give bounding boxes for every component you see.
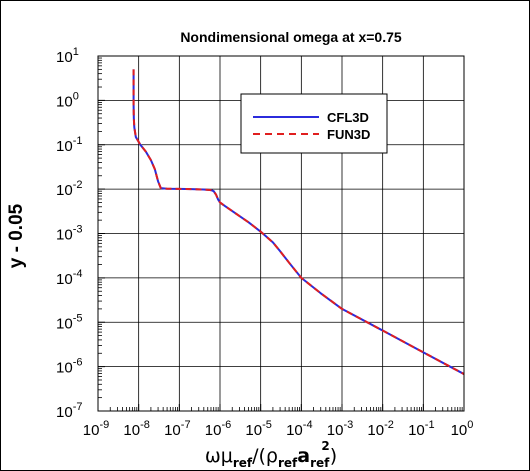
y-tick-exp: 1 xyxy=(73,46,79,58)
x-axis-label: ωμref/(ρrefaref2) xyxy=(205,439,337,470)
x-tick-base: 10 xyxy=(451,422,468,439)
y-tick-base: 10 xyxy=(56,49,73,66)
x-label-bold: a xyxy=(297,445,310,467)
x-tick-exp: -2 xyxy=(384,419,394,431)
legend: CFL3D FUN3D xyxy=(240,93,388,154)
y-tick-exp: -3 xyxy=(73,224,83,236)
x-tick-label: 10-7 xyxy=(164,419,190,439)
y-tick-base: 10 xyxy=(56,404,73,421)
y-tick-label: 101 xyxy=(56,46,79,66)
x-tick-base: 10 xyxy=(367,422,384,439)
x-tick-base: 10 xyxy=(327,422,344,439)
x-tick-label: 10-1 xyxy=(408,419,434,439)
y-tick-label: 10-6 xyxy=(56,357,82,377)
y-tick-exp: -5 xyxy=(73,312,83,324)
x-label-mid: /(ρ xyxy=(252,445,278,467)
y-tick-label: 10-2 xyxy=(56,179,82,199)
axis-ticks xyxy=(97,55,465,412)
x-label-sub2: ref xyxy=(278,456,298,470)
x-tick-label: 100 xyxy=(451,419,474,439)
y-tick-exp: -4 xyxy=(73,268,83,280)
y-tick-label: 100 xyxy=(56,90,79,110)
x-label-sub3: ref xyxy=(310,456,330,470)
y-tick-base: 10 xyxy=(56,138,73,155)
y-tick-base: 10 xyxy=(56,271,73,288)
x-tick-label: 10-5 xyxy=(245,419,271,439)
x-tick-labels: 10-9 10-8 10-7 10-6 10-5 10-4 10-3 10-2 10-1 100 xyxy=(83,419,474,439)
x-tick-exp: -5 xyxy=(262,419,272,431)
x-label-sub1: ref xyxy=(233,456,253,470)
x-label-sup: 2 xyxy=(321,439,329,453)
y-tick-label: 10-1 xyxy=(56,135,82,155)
x-tick-exp: -7 xyxy=(181,419,191,431)
y-tick-exp: -2 xyxy=(73,179,83,191)
series-lines xyxy=(132,69,465,375)
chart-title: Nondimensional omega at x=0.75 xyxy=(180,29,402,45)
y-tick-exp: 0 xyxy=(73,90,79,102)
x-tick-exp: -9 xyxy=(99,419,109,431)
y-tick-exp: -7 xyxy=(73,401,83,413)
x-tick-exp: -8 xyxy=(140,419,150,431)
y-tick-base: 10 xyxy=(56,315,73,332)
x-tick-base: 10 xyxy=(408,422,425,439)
legend-label-cfl3d: CFL3D xyxy=(327,110,369,125)
y-tick-base: 10 xyxy=(56,182,73,199)
y-axis-label: y - 0.05 xyxy=(6,203,27,268)
x-tick-label: 10-4 xyxy=(286,419,312,439)
series-line-fun3d xyxy=(132,69,465,375)
x-tick-exp: 0 xyxy=(467,419,473,431)
x-tick-exp: -4 xyxy=(303,419,313,431)
x-tick-base: 10 xyxy=(205,422,222,439)
x-tick-base: 10 xyxy=(123,422,140,439)
x-tick-exp: -3 xyxy=(343,419,353,431)
x-tick-label: 10-3 xyxy=(327,419,353,439)
x-tick-label: 10-6 xyxy=(205,419,231,439)
y-tick-label: 10-4 xyxy=(56,268,82,288)
y-tick-label: 10-3 xyxy=(56,224,82,244)
x-label-prefix: ωμ xyxy=(205,445,233,467)
y-tick-exp: -1 xyxy=(73,135,83,147)
legend-label-fun3d: FUN3D xyxy=(327,127,370,142)
y-tick-label: 10-5 xyxy=(56,312,82,332)
y-tick-base: 10 xyxy=(56,93,73,110)
x-tick-label: 10-9 xyxy=(83,419,109,439)
legend-box xyxy=(240,93,388,154)
x-tick-exp: -6 xyxy=(221,419,231,431)
x-tick-base: 10 xyxy=(286,422,303,439)
x-tick-base: 10 xyxy=(245,422,262,439)
y-tick-exp: -6 xyxy=(73,357,83,369)
y-tick-base: 10 xyxy=(56,360,73,377)
y-tick-label: 10-7 xyxy=(56,401,82,421)
x-tick-label: 10-2 xyxy=(367,419,393,439)
x-tick-exp: -1 xyxy=(425,419,435,431)
y-tick-base: 10 xyxy=(56,227,73,244)
x-tick-label: 10-8 xyxy=(123,419,149,439)
x-tick-base: 10 xyxy=(83,422,100,439)
x-tick-base: 10 xyxy=(164,422,181,439)
x-label-suffix: ) xyxy=(330,445,337,467)
